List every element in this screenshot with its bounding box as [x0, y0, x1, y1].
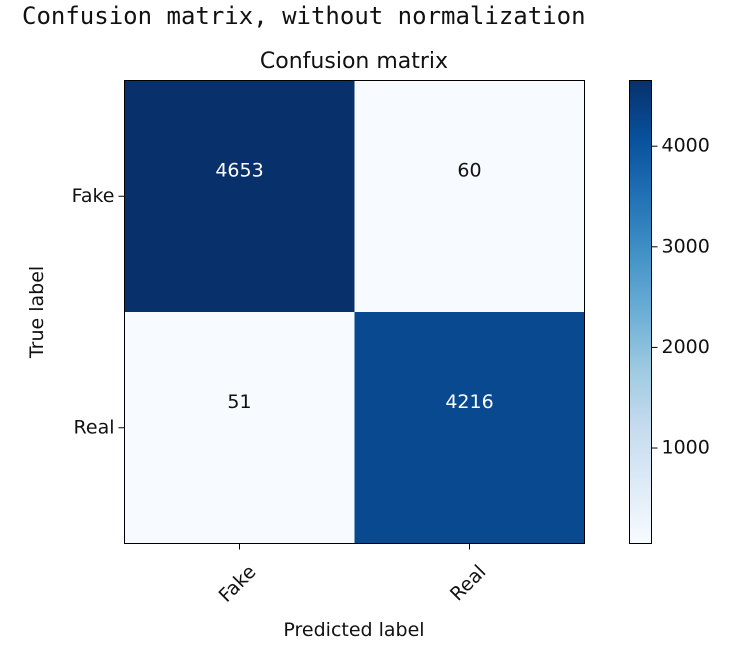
colorbar-tick-label: 3000: [662, 235, 710, 257]
x-tick-label: Fake: [215, 561, 261, 607]
y-tick-label: Fake: [72, 185, 115, 207]
heatmap-cell-labels: 4653 60 51 4216: [215, 159, 493, 413]
cell-value-label: 4653: [215, 159, 263, 181]
heatmap-cell: [124, 80, 355, 312]
x-tick-label: Real: [446, 561, 491, 606]
colorbar-tick-label: 4000: [662, 135, 710, 157]
y-tick-label: Real: [74, 416, 115, 438]
heatmap-cells: [124, 80, 585, 544]
colorbar: [629, 80, 652, 544]
cell-value-label: 60: [457, 159, 481, 181]
colorbar-ticks: 1000 2000 3000 4000: [651, 135, 710, 459]
cell-value-label: 4216: [445, 391, 493, 413]
plot-frame: [124, 80, 585, 544]
notebook-output-text: Confusion matrix, without normalization: [22, 2, 586, 30]
y-axis-label: True label: [26, 266, 48, 359]
heatmap-cell: [354, 312, 585, 544]
chart-title: Confusion matrix: [260, 49, 448, 74]
colorbar-tick-label: 1000: [662, 437, 710, 459]
cell-value-label: 51: [227, 391, 251, 413]
y-axis-ticks: Fake Real: [72, 185, 125, 438]
x-axis-label: Predicted label: [283, 619, 424, 641]
heatmap-cell: [124, 312, 355, 544]
colorbar-tick-label: 2000: [662, 336, 710, 358]
heatmap-cell: [354, 80, 585, 312]
x-axis-ticks: Fake Real: [215, 543, 491, 607]
